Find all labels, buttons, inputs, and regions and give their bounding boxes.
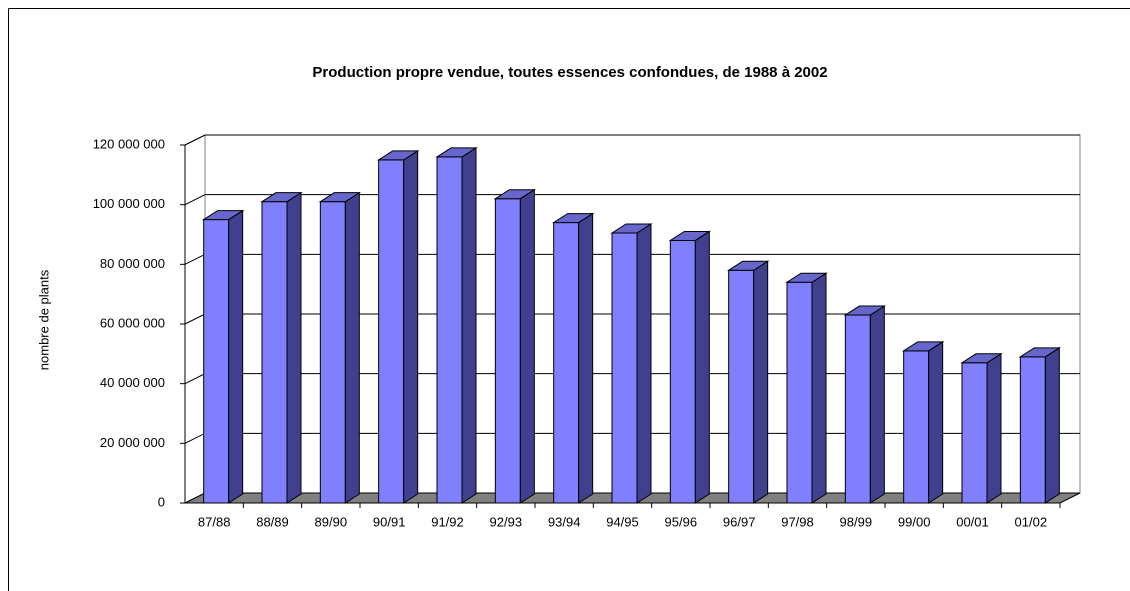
bar-front <box>494 198 521 504</box>
bar-side <box>753 260 769 504</box>
bar-front <box>728 269 755 504</box>
bar-front <box>319 201 346 504</box>
bar <box>551 212 595 504</box>
bar-side <box>286 191 302 504</box>
bar-front <box>903 350 930 504</box>
bar-top <box>785 272 828 283</box>
x-tick-label: 98/99 <box>840 514 873 529</box>
bar <box>901 340 945 504</box>
bar-front <box>436 156 463 504</box>
bar-front <box>261 201 288 504</box>
bar-side <box>811 272 827 504</box>
bar-side <box>228 209 244 504</box>
bar <box>785 272 828 504</box>
bar-front <box>1019 356 1046 504</box>
bar-side <box>869 305 885 504</box>
bar <box>435 147 478 504</box>
y-axis-label: nombre de plants <box>36 269 51 370</box>
y-tick-label: 80 000 000 <box>100 256 165 271</box>
bar <box>260 191 303 504</box>
bar-front <box>669 239 696 504</box>
x-tick-label: 00/01 <box>956 514 989 529</box>
x-tick-label: 89/90 <box>315 514 348 529</box>
x-tick-label: 01/02 <box>1015 514 1048 529</box>
bar-top <box>901 341 945 352</box>
bar-top <box>260 192 303 203</box>
grid-line <box>184 134 1080 146</box>
x-tick-label: 87/88 <box>198 514 231 529</box>
bar-top <box>960 353 1003 364</box>
bar-side <box>344 191 360 504</box>
y-tick-label: 120 000 000 <box>93 136 165 151</box>
bar-side <box>519 188 535 504</box>
bar <box>843 305 887 504</box>
bar-side <box>578 212 594 504</box>
bar-top <box>610 223 653 234</box>
x-tick-label: 93/94 <box>548 514 581 529</box>
y-tick-label: 40 000 000 <box>100 375 165 390</box>
bar-side <box>928 340 944 504</box>
x-tick-label: 94/95 <box>606 514 639 529</box>
bar-side <box>636 223 652 504</box>
bar-top <box>843 305 887 316</box>
bar <box>668 230 712 504</box>
x-tick-label: 92/93 <box>490 514 523 529</box>
bar-top <box>493 189 537 200</box>
x-tick-label: 95/96 <box>665 514 698 529</box>
bar-top <box>201 210 245 221</box>
bar-front <box>553 222 580 504</box>
x-tick-label: 88/89 <box>256 514 289 529</box>
bar <box>493 188 537 504</box>
bar-side <box>1044 346 1060 504</box>
bar-top <box>551 213 595 224</box>
bar <box>318 191 362 504</box>
x-tick-label: 91/92 <box>431 514 464 529</box>
x-tick-label: 96/97 <box>723 514 756 529</box>
bar <box>960 352 1003 504</box>
x-tick-label: 97/98 <box>781 514 814 529</box>
bar-side <box>694 230 710 504</box>
bar-front <box>786 281 813 504</box>
bar <box>201 209 245 504</box>
bar-top <box>376 150 420 161</box>
bar-front <box>611 232 638 504</box>
bar <box>1018 346 1062 504</box>
bar-front <box>844 314 871 504</box>
y-tick-label: 60 000 000 <box>100 315 165 330</box>
y-tick-label: 0 <box>158 494 165 509</box>
bar-front <box>961 362 988 504</box>
bar-top <box>1018 347 1062 358</box>
y-tick-label: 20 000 000 <box>100 435 165 450</box>
bar-top <box>726 260 770 271</box>
bar <box>610 223 653 504</box>
bar-side <box>986 352 1002 504</box>
bar-front <box>203 219 230 504</box>
x-tick-label: 90/91 <box>373 514 406 529</box>
bar-top <box>668 230 712 241</box>
x-tick-label: 99/00 <box>898 514 931 529</box>
bar-top <box>435 147 478 158</box>
bar-side <box>461 147 477 504</box>
chart-title: Production propre vendue, toutes essence… <box>312 64 827 81</box>
bar <box>376 150 420 504</box>
bar <box>726 260 770 504</box>
grid-line <box>184 194 1080 206</box>
bar-top <box>318 192 362 203</box>
y-tick-label: 100 000 000 <box>93 196 165 211</box>
bar-front <box>378 159 405 504</box>
bar-side <box>403 150 419 504</box>
